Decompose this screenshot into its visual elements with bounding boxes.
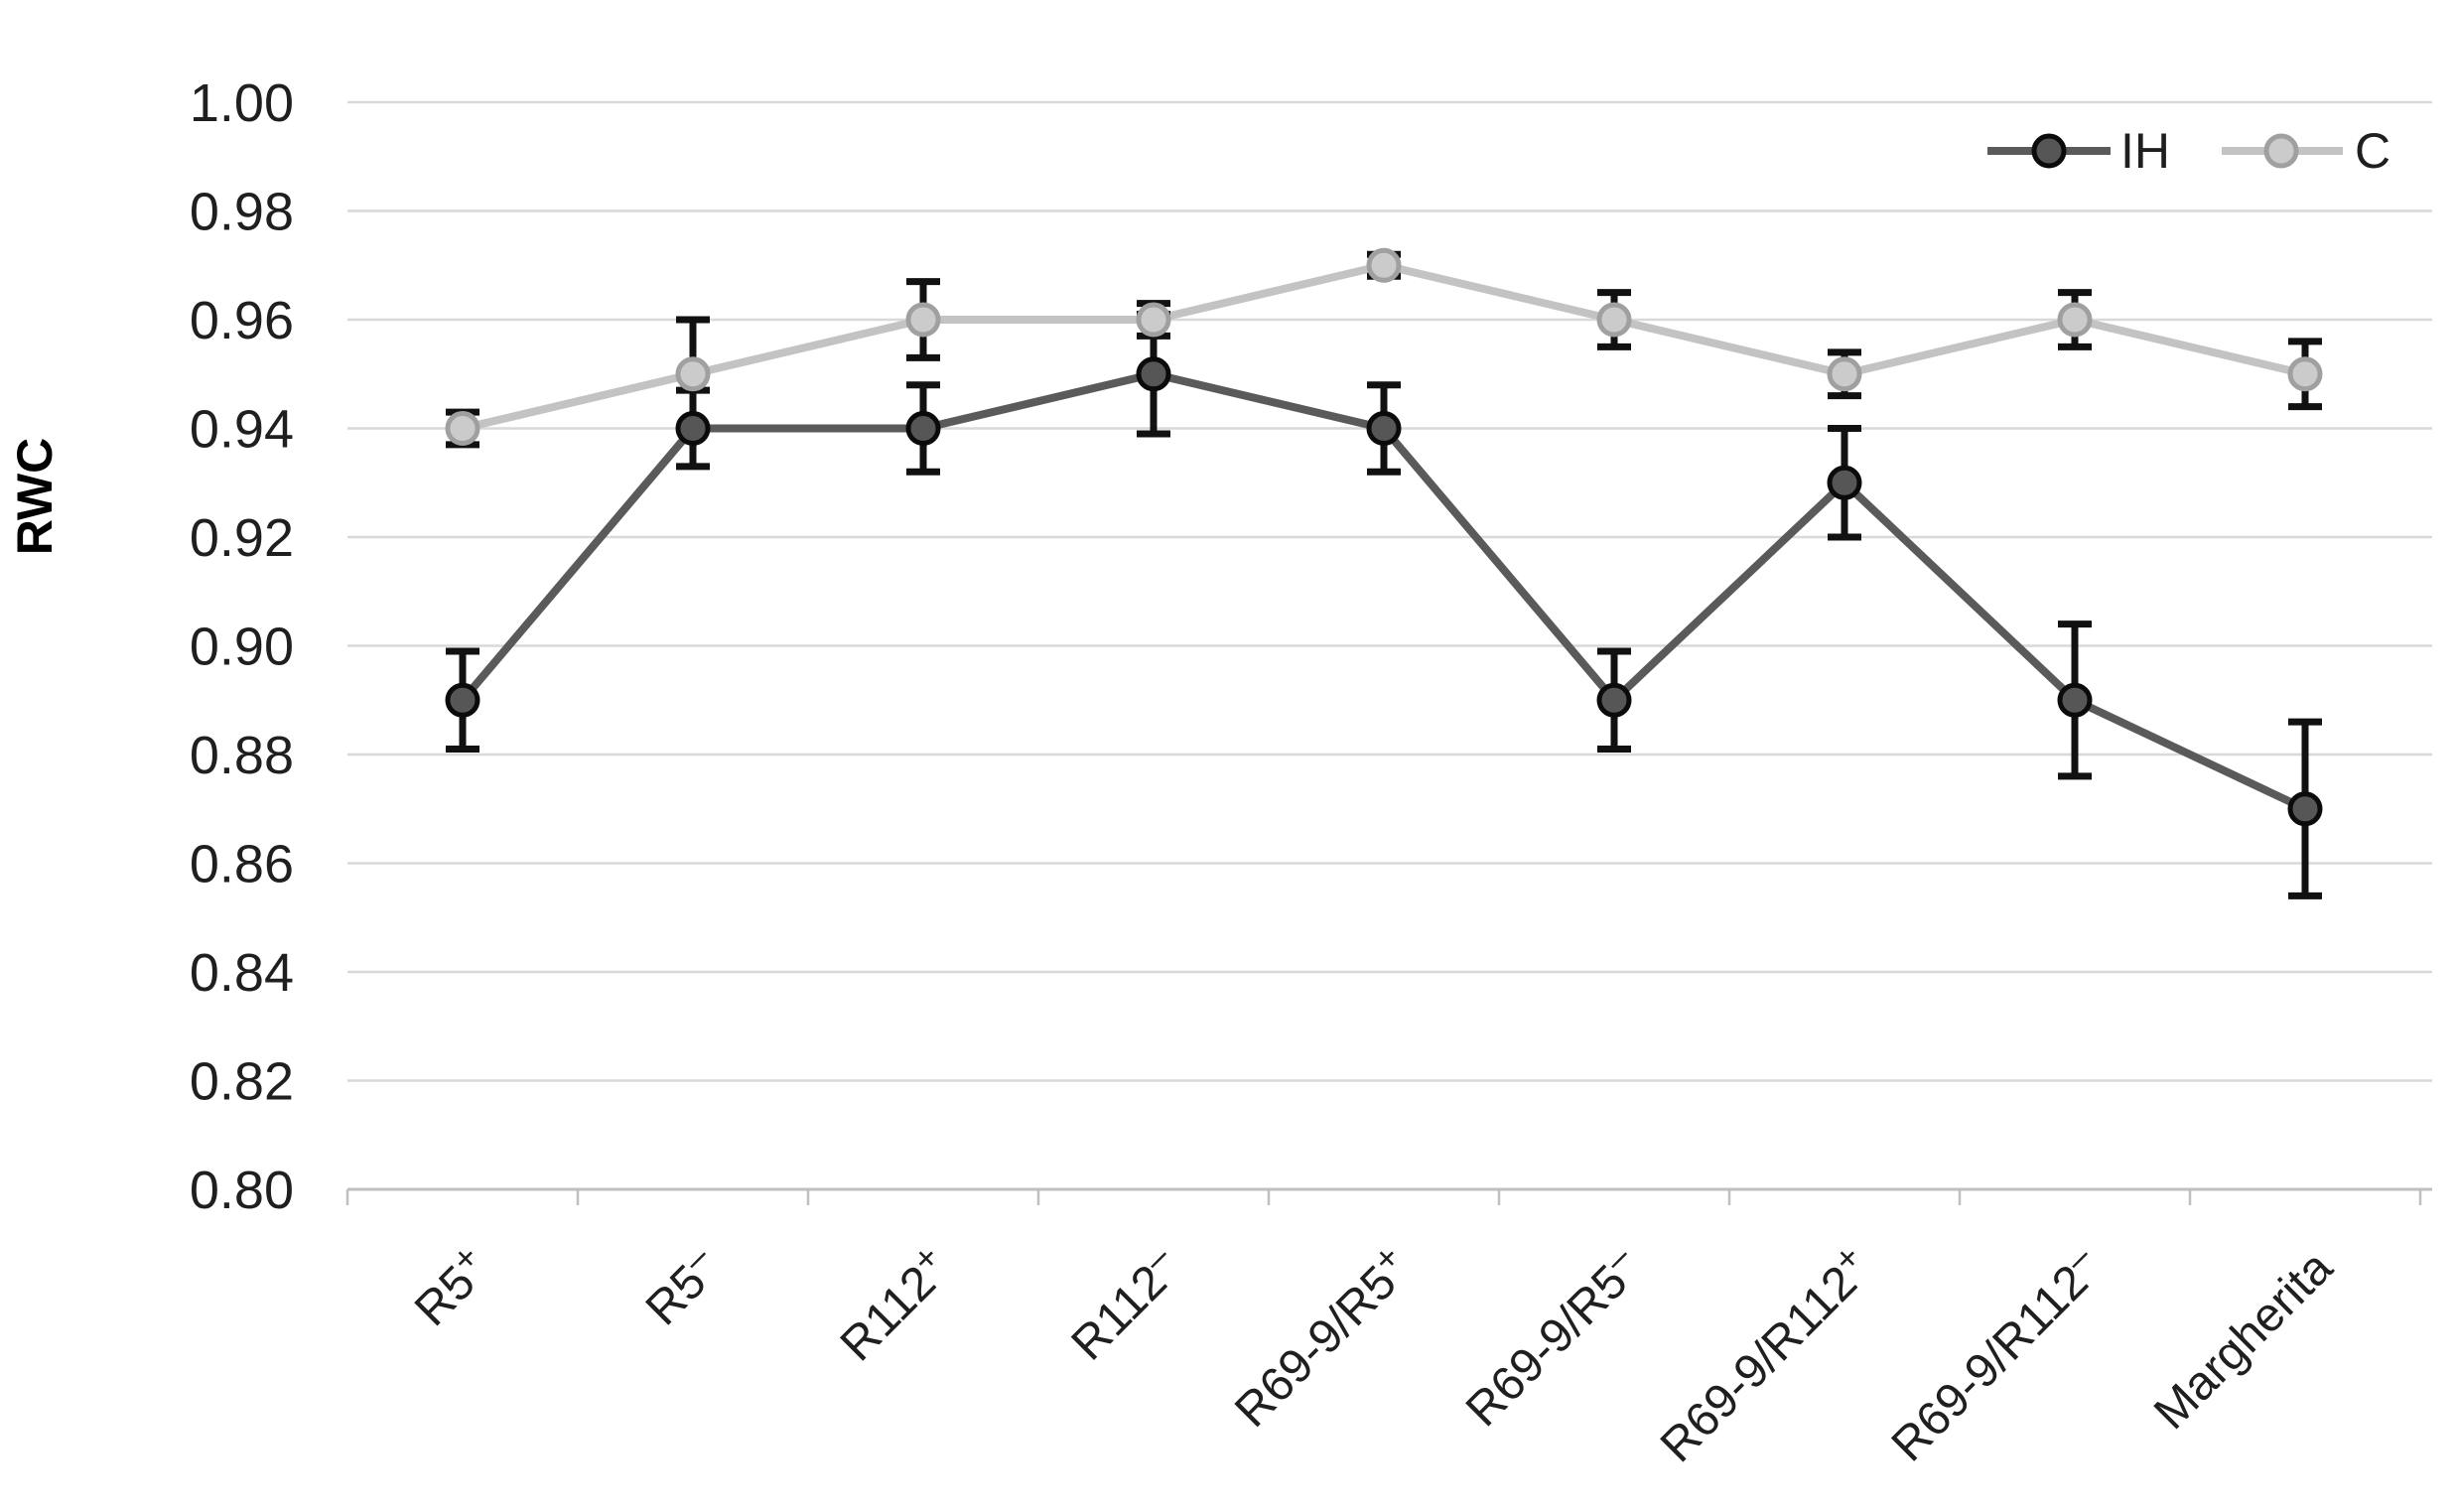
legend-entry-ih: IH (1987, 123, 2170, 179)
marker-C-5 (1366, 247, 1402, 283)
marker-IH-5 (1366, 411, 1402, 446)
marker-IH-9 (2287, 791, 2323, 827)
y-tick-label-1.00: 1.00 (190, 73, 294, 133)
legend-ih-marker (2031, 133, 2067, 169)
x-category-label-7: R69-9/R112+ (1646, 1236, 1882, 1472)
x-category-label-6: R69-9/R5– (1451, 1236, 1652, 1437)
series-plot (445, 247, 2323, 899)
y-tick-label-0.94: 0.94 (190, 400, 294, 460)
legend-c-marker (2263, 133, 2299, 169)
y-tick-label-0.88: 0.88 (190, 726, 294, 785)
legend-c-label: C (2355, 123, 2390, 179)
gridlines (347, 100, 2432, 1191)
y-axis-title: RWC (7, 438, 63, 556)
y-tick-label-0.82: 0.82 (190, 1052, 294, 1112)
y-tick-label-0.98: 0.98 (190, 183, 294, 242)
y-tick-label-0.90: 0.90 (190, 618, 294, 677)
marker-C-9 (2287, 356, 2323, 392)
y-tick-label-0.80: 0.80 (190, 1161, 294, 1220)
legend-entry-c: C (2222, 123, 2390, 179)
legend-ih-label: IH (2120, 123, 2170, 179)
marker-IH-3 (905, 411, 941, 446)
y-tick-label-0.86: 0.86 (190, 835, 294, 894)
x-category-label-4: R112– (1057, 1236, 1191, 1370)
y-tick-label-0.92: 0.92 (190, 508, 294, 568)
marker-C-2 (675, 356, 711, 392)
x-category-label-2: R5– (631, 1236, 731, 1335)
marker-C-7 (1827, 356, 1862, 392)
marker-IH-8 (2057, 682, 2093, 718)
marker-C-8 (2057, 302, 2093, 338)
marker-IH-6 (1596, 682, 1632, 718)
x-category-label-5: R69-9/R5+ (1220, 1236, 1422, 1438)
y-tick-label-0.96: 0.96 (190, 291, 294, 350)
marker-IH-1 (445, 682, 480, 718)
marker-C-4 (1136, 302, 1171, 338)
x-category-label-1: R5+ (400, 1236, 500, 1336)
y-tick-label-0.84: 0.84 (190, 943, 294, 1003)
marker-IH-2 (675, 411, 711, 446)
marker-C-1 (445, 411, 480, 446)
marker-IH-4 (1136, 356, 1171, 392)
x-category-label-3: R112+ (826, 1236, 961, 1371)
x-category-label-8: R69-9/R112– (1877, 1236, 2113, 1471)
legend: IH C (1987, 123, 2390, 179)
y-tick-labels: 0.80 0.82 0.84 0.86 0.88 0.90 0.92 0.94 0.96 0.98… (190, 73, 294, 1220)
marker-IH-7 (1827, 465, 1862, 500)
marker-C-3 (905, 302, 941, 338)
x-category-labels: R5+ R5– R112+ R112– R69-9/R5+ R69-9/R5– R69-9/… (400, 1236, 2343, 1472)
x-axis-ticks (345, 1189, 2422, 1205)
marker-C-6 (1596, 302, 1632, 338)
x-category-label-9: Margherita (2144, 1241, 2343, 1440)
